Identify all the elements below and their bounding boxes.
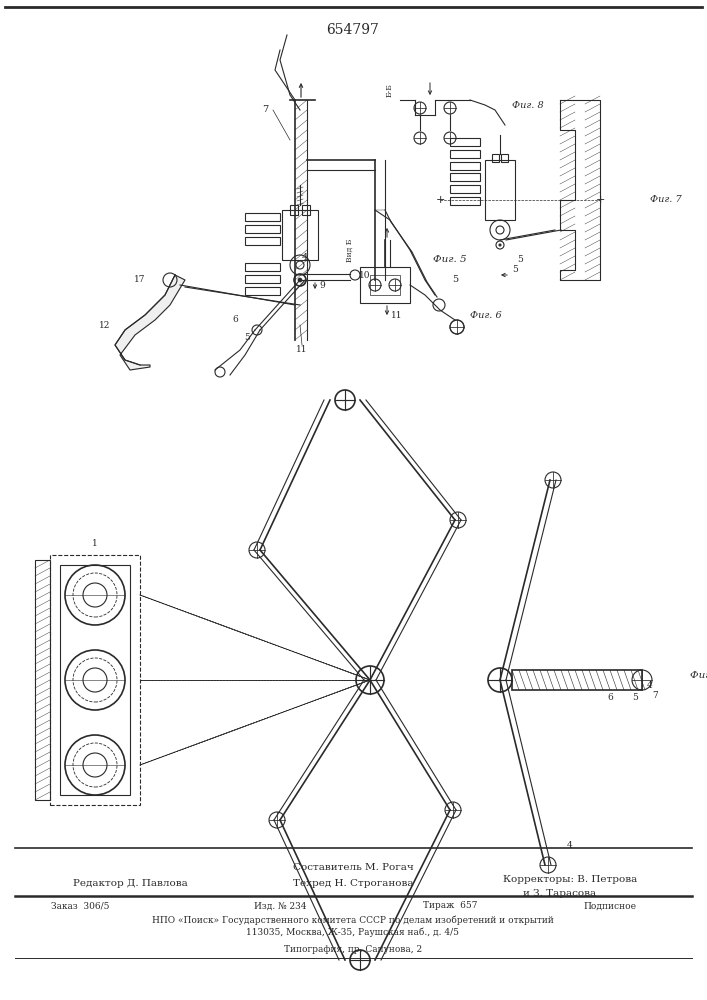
- Text: и З. Тарасова: и З. Тарасова: [523, 888, 597, 898]
- Bar: [245, 213, 280, 221]
- Bar: [302, 205, 310, 215]
- Text: 4: 4: [302, 252, 308, 261]
- Bar: [370, 275, 400, 295]
- Text: Фиг. 5: Фиг. 5: [433, 255, 467, 264]
- Bar: [60, 565, 130, 795]
- Text: Б-Б: Б-Б: [386, 83, 394, 97]
- Text: Фиг. 7: Фиг. 7: [650, 196, 682, 205]
- Polygon shape: [115, 275, 185, 370]
- Bar: [290, 205, 298, 215]
- Bar: [450, 138, 480, 146]
- Text: Составитель М. Рогач: Составитель М. Рогач: [293, 862, 414, 871]
- Text: 4: 4: [647, 680, 653, 690]
- Bar: [450, 150, 480, 158]
- Bar: [360, 267, 410, 303]
- Bar: [450, 162, 480, 170]
- Text: 6: 6: [232, 316, 238, 324]
- Text: 5: 5: [244, 334, 250, 342]
- Circle shape: [499, 244, 501, 246]
- Text: 113035, Москва, Ж-35, Раушская наб., д. 4/5: 113035, Москва, Ж-35, Раушская наб., д. …: [247, 927, 460, 937]
- Text: Вид Б: Вид Б: [346, 238, 354, 262]
- Text: Фиг. 6: Фиг. 6: [470, 310, 502, 320]
- Text: Фиг. 8: Фиг. 8: [512, 101, 544, 109]
- Circle shape: [298, 278, 301, 282]
- Bar: [485, 160, 515, 220]
- Bar: [282, 210, 318, 260]
- Bar: [450, 185, 480, 193]
- Text: 11: 11: [296, 346, 308, 355]
- Bar: [501, 154, 508, 162]
- Text: Тираж  657: Тираж 657: [423, 902, 477, 910]
- Text: 4: 4: [567, 840, 573, 850]
- Text: 12: 12: [99, 320, 111, 330]
- Text: Фиг. 4: Фиг. 4: [690, 670, 707, 680]
- Text: 7: 7: [262, 105, 268, 114]
- Bar: [450, 197, 480, 205]
- Bar: [492, 154, 499, 162]
- Text: +: +: [436, 195, 445, 205]
- Text: Заказ  306/5: Заказ 306/5: [51, 902, 110, 910]
- Bar: [245, 263, 280, 271]
- Text: Типография, пр. Сапунова, 2: Типография, пр. Сапунова, 2: [284, 946, 422, 954]
- Text: 5: 5: [517, 255, 523, 264]
- Text: 5: 5: [512, 265, 518, 274]
- Text: 9: 9: [319, 282, 325, 290]
- Text: Редактор Д. Павлова: Редактор Д. Павлова: [73, 880, 187, 888]
- Bar: [35, 560, 50, 800]
- Bar: [245, 275, 280, 283]
- Text: 5: 5: [632, 694, 638, 702]
- Text: Подписное: Подписное: [583, 902, 636, 910]
- Bar: [50, 555, 140, 805]
- Bar: [450, 173, 480, 181]
- Text: 17: 17: [134, 275, 146, 284]
- Text: НПО «Поиск» Государственного комитета СССР по делам изобретений и открытий: НПО «Поиск» Государственного комитета СС…: [152, 915, 554, 925]
- Text: Корректоры: В. Петрова: Корректоры: В. Петрова: [503, 876, 637, 884]
- Bar: [512, 670, 642, 690]
- Text: 7: 7: [652, 690, 658, 700]
- Bar: [245, 287, 280, 295]
- Text: +: +: [595, 195, 604, 205]
- Bar: [245, 237, 280, 245]
- Text: 11: 11: [391, 310, 403, 320]
- Bar: [245, 225, 280, 233]
- Text: 10: 10: [359, 270, 370, 279]
- Text: Изд. № 234: Изд. № 234: [254, 902, 306, 910]
- Text: 1: 1: [92, 538, 98, 548]
- Text: 654797: 654797: [327, 23, 380, 37]
- Text: 6: 6: [607, 694, 613, 702]
- Text: Техред Н. Строганова: Техред Н. Строганова: [293, 880, 414, 888]
- Text: 5: 5: [452, 275, 458, 284]
